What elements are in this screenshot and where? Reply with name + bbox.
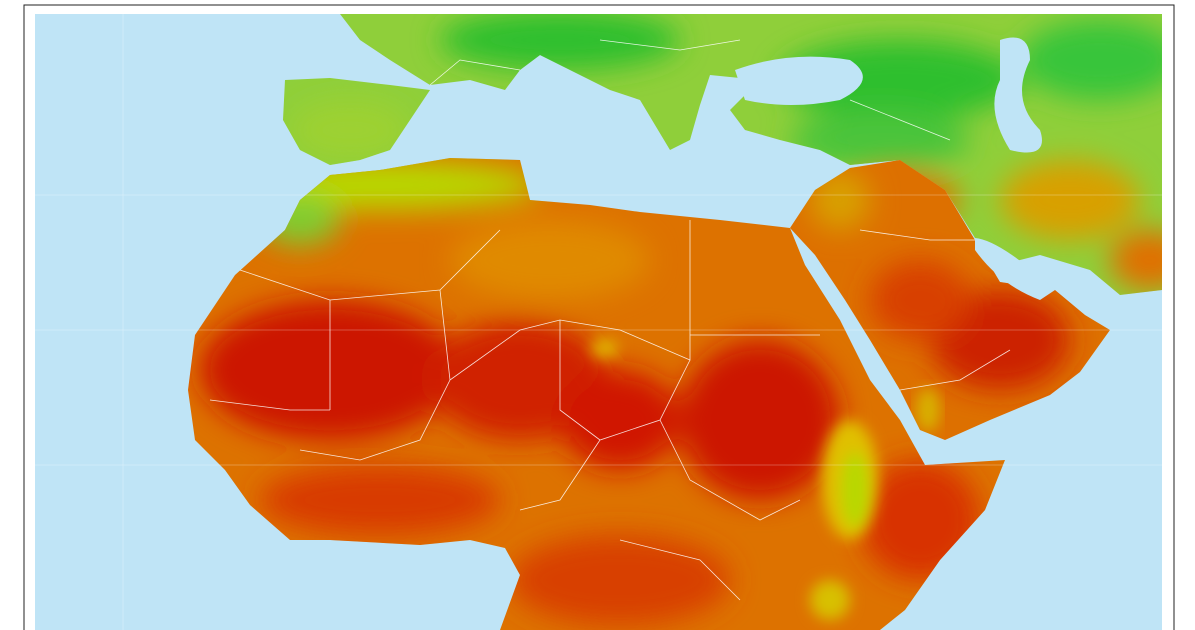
zone — [790, 110, 970, 170]
graticule — [35, 14, 1162, 630]
black-sea — [735, 56, 863, 105]
zone — [260, 465, 500, 535]
zone — [810, 170, 870, 230]
zone — [870, 260, 970, 340]
border — [209, 220, 820, 601]
zone — [841, 452, 869, 528]
zone — [290, 100, 410, 160]
zone — [1000, 160, 1140, 240]
zone — [1020, 20, 1162, 100]
persian-gulf — [975, 238, 1055, 300]
zone — [510, 535, 730, 625]
caspian-sea — [994, 37, 1042, 153]
zone — [680, 340, 840, 500]
zone — [810, 580, 850, 620]
zone — [450, 220, 650, 300]
climate-zones — [810, 170, 1070, 390]
zone — [916, 388, 940, 432]
zone — [1110, 230, 1162, 290]
borders — [209, 39, 1011, 601]
highlands — [591, 338, 878, 620]
zone — [440, 14, 680, 70]
zone — [560, 370, 680, 470]
border — [429, 39, 1011, 391]
land — [35, 14, 1162, 630]
zone — [591, 338, 619, 358]
